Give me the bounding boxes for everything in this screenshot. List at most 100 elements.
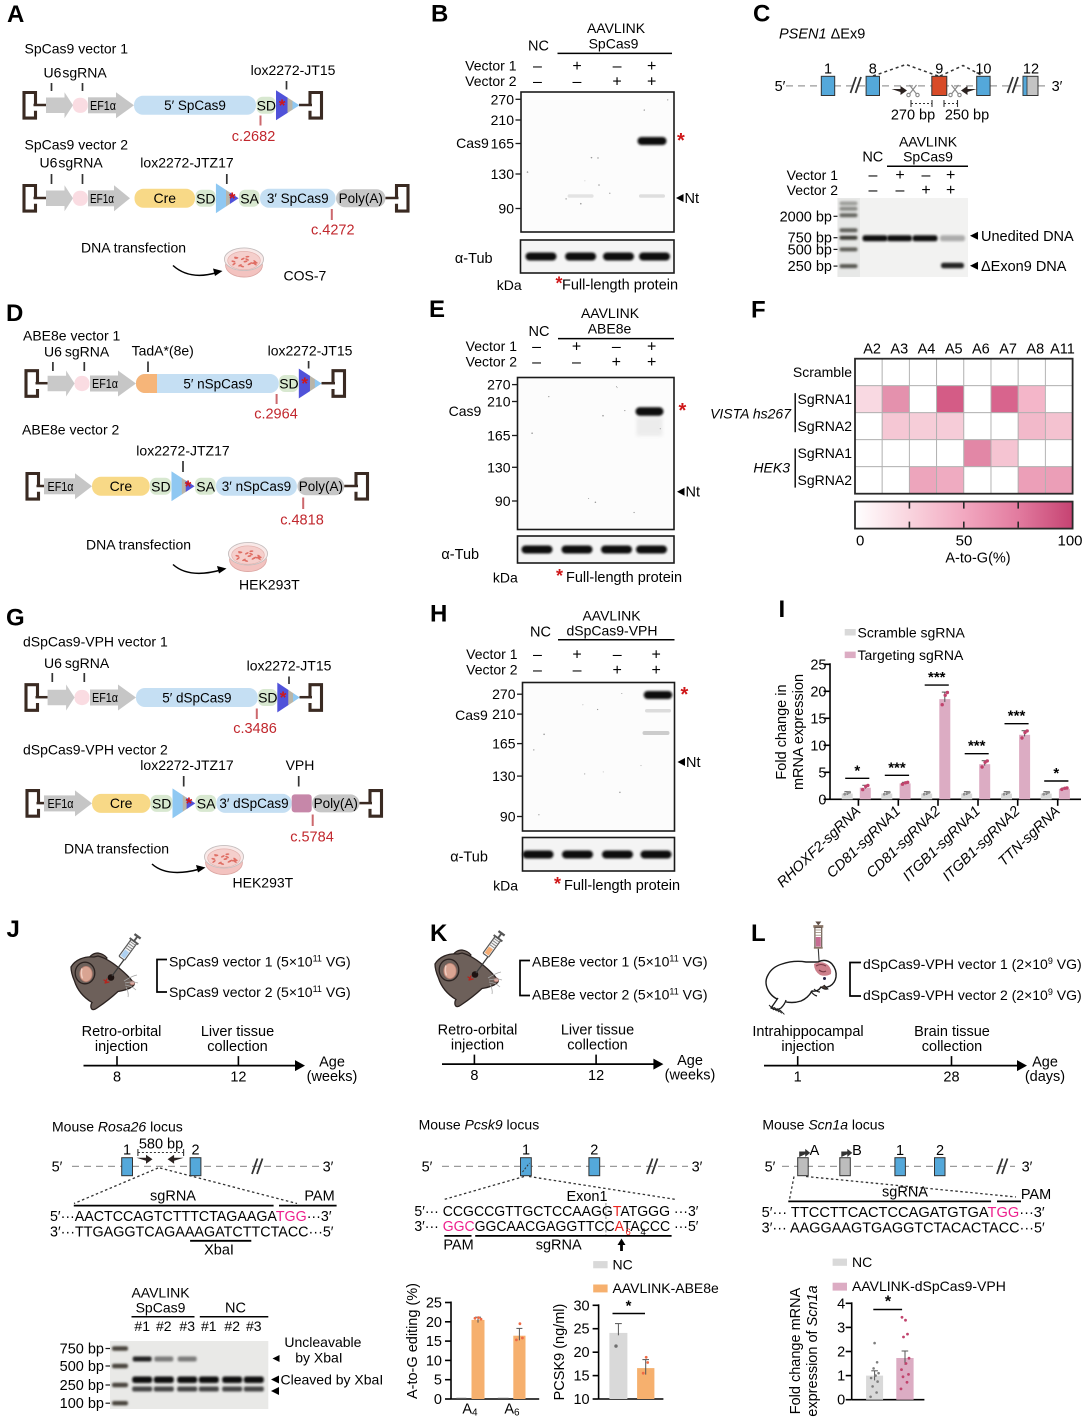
svg-text:c.3486: c.3486 bbox=[233, 721, 277, 737]
svg-text:–: – bbox=[533, 662, 542, 679]
svg-text:L: L bbox=[751, 920, 766, 947]
svg-text:SA: SA bbox=[240, 190, 259, 206]
svg-text:Liver tissue: Liver tissue bbox=[201, 1024, 274, 1040]
svg-text:5: 5 bbox=[434, 1373, 442, 1389]
svg-text:–: – bbox=[573, 662, 582, 679]
svg-text:TadA*(8e): TadA*(8e) bbox=[132, 343, 194, 359]
svg-text:AAVLINK: AAVLINK bbox=[587, 20, 646, 36]
svg-text:SD: SD bbox=[258, 690, 277, 706]
svg-text:sgRNA: sgRNA bbox=[882, 1185, 928, 1201]
svg-text:90: 90 bbox=[495, 493, 511, 509]
svg-text:*: * bbox=[554, 874, 561, 894]
svg-text:NC: NC bbox=[528, 39, 549, 55]
svg-text:Scramble sgRNA: Scramble sgRNA bbox=[858, 625, 966, 641]
svg-text:*: * bbox=[854, 762, 860, 779]
svg-text:500 bp: 500 bp bbox=[788, 242, 832, 258]
svg-text:10: 10 bbox=[426, 1353, 442, 1369]
svg-text:SpCas9: SpCas9 bbox=[903, 149, 953, 165]
svg-text:1: 1 bbox=[123, 1143, 131, 1159]
svg-text:SpCas9 vector 2: SpCas9 vector 2 bbox=[25, 137, 129, 153]
svg-text:HEK293T: HEK293T bbox=[239, 577, 300, 593]
svg-text:Cas9: Cas9 bbox=[456, 135, 489, 151]
svg-text:250 bp: 250 bp bbox=[60, 1378, 104, 1394]
svg-text:Mouse Rosa26 locus: Mouse Rosa26 locus bbox=[52, 1119, 183, 1135]
svg-text:3′: 3′ bbox=[1052, 79, 1063, 95]
svg-text:K: K bbox=[430, 920, 448, 947]
svg-text:EF1α: EF1α bbox=[92, 376, 118, 391]
svg-text:ABE8e: ABE8e bbox=[588, 321, 632, 337]
svg-text:*: * bbox=[185, 477, 192, 496]
svg-text:SD: SD bbox=[279, 376, 298, 392]
svg-text:F: F bbox=[751, 297, 766, 324]
svg-text:750 bp: 750 bp bbox=[788, 231, 832, 247]
svg-text:+: + bbox=[612, 354, 621, 371]
svg-text:α-Tub: α-Tub bbox=[455, 251, 493, 267]
svg-text:4: 4 bbox=[837, 1296, 845, 1312]
svg-text:#2: #2 bbox=[156, 1318, 172, 1334]
svg-text:sgRNA: sgRNA bbox=[65, 344, 110, 360]
svg-text:A3: A3 bbox=[890, 342, 908, 358]
svg-text:A: A bbox=[7, 1, 24, 28]
svg-text:–: – bbox=[869, 182, 878, 199]
svg-text:Full-length protein: Full-length protein bbox=[566, 570, 682, 586]
svg-text:+: + bbox=[647, 73, 656, 90]
svg-text:NC: NC bbox=[225, 1301, 246, 1317]
svg-text:+: + bbox=[613, 662, 622, 679]
svg-text:SD: SD bbox=[151, 478, 170, 494]
svg-text:15: 15 bbox=[426, 1334, 442, 1350]
svg-text:+: + bbox=[612, 73, 621, 90]
svg-text:E: E bbox=[429, 296, 445, 323]
svg-text:+: + bbox=[572, 647, 581, 664]
svg-text:+: + bbox=[946, 182, 955, 199]
svg-text:A2: A2 bbox=[863, 342, 881, 358]
svg-text:A8: A8 bbox=[1026, 342, 1044, 358]
svg-text:+: + bbox=[647, 354, 656, 371]
svg-text:12: 12 bbox=[1023, 62, 1039, 78]
svg-text:G: G bbox=[6, 605, 25, 632]
svg-text:A4: A4 bbox=[918, 342, 936, 358]
svg-text:sgRNA: sgRNA bbox=[536, 1238, 582, 1254]
svg-text:165: 165 bbox=[492, 736, 516, 752]
svg-text:U6: U6 bbox=[40, 155, 58, 171]
svg-text:1: 1 bbox=[837, 1369, 845, 1385]
svg-text:*: * bbox=[229, 189, 236, 208]
svg-text:Vector 2: Vector 2 bbox=[787, 182, 839, 198]
svg-text:3′ nSpCas9: 3′ nSpCas9 bbox=[222, 479, 291, 494]
svg-text:PAM: PAM bbox=[304, 1189, 334, 1205]
svg-text:*: * bbox=[885, 1294, 892, 1311]
svg-text:NC: NC bbox=[529, 324, 550, 340]
svg-text:*: * bbox=[279, 96, 286, 115]
svg-text:EF1α: EF1α bbox=[92, 690, 118, 705]
svg-text:3′: 3′ bbox=[1022, 1159, 1033, 1175]
svg-text:lox2272-JTZ17: lox2272-JTZ17 bbox=[136, 443, 230, 459]
svg-text:AAVLINK-ABE8e: AAVLINK-ABE8e bbox=[613, 1280, 720, 1296]
svg-text:Full-length protein: Full-length protein bbox=[564, 878, 680, 894]
svg-text:kDa: kDa bbox=[493, 878, 518, 894]
svg-text:5′···AACTCCAGTCTTTCTAGAAGATGG·: 5′···AACTCCAGTCTTTCTAGAAGATGG···3′ bbox=[50, 1209, 332, 1225]
svg-text:+: + bbox=[652, 662, 661, 679]
svg-text:PAM: PAM bbox=[443, 1238, 473, 1254]
svg-text:c.4818: c.4818 bbox=[280, 513, 324, 529]
svg-text:210: 210 bbox=[492, 706, 516, 722]
svg-text:XbaI: XbaI bbox=[204, 1243, 234, 1259]
svg-text:AAVLINK: AAVLINK bbox=[582, 608, 641, 624]
svg-text:–: – bbox=[533, 647, 542, 664]
svg-text:6: 6 bbox=[626, 1227, 631, 1238]
svg-text:sgRNA: sgRNA bbox=[62, 65, 107, 81]
svg-text:VISTA hs267: VISTA hs267 bbox=[710, 405, 792, 421]
svg-text:100 bp: 100 bp bbox=[60, 1396, 104, 1412]
svg-text:–: – bbox=[869, 167, 878, 184]
svg-text:(weeks): (weeks) bbox=[665, 1068, 716, 1084]
svg-text:Cre: Cre bbox=[153, 190, 176, 206]
svg-text:250 bp: 250 bp bbox=[945, 108, 989, 124]
svg-text:165: 165 bbox=[487, 428, 511, 444]
svg-text:#3: #3 bbox=[179, 1318, 195, 1334]
svg-text:AAVLINK: AAVLINK bbox=[899, 134, 958, 150]
svg-text:–: – bbox=[612, 339, 621, 356]
svg-text:Vector 1: Vector 1 bbox=[787, 167, 839, 183]
svg-text:+: + bbox=[652, 647, 661, 664]
svg-text:2: 2 bbox=[837, 1345, 845, 1361]
svg-text:U6: U6 bbox=[44, 65, 62, 81]
svg-text:270 bp: 270 bp bbox=[891, 108, 935, 124]
